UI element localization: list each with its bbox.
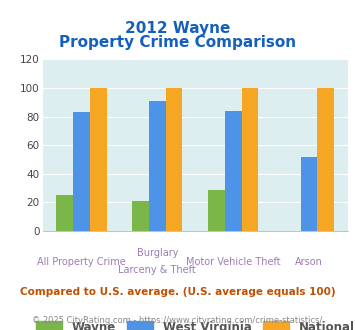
Bar	[149, 101, 166, 231]
Bar	[90, 88, 106, 231]
Text: Property Crime Comparison: Property Crime Comparison	[59, 35, 296, 50]
Text: Compared to U.S. average. (U.S. average equals 100): Compared to U.S. average. (U.S. average …	[20, 287, 335, 297]
Bar	[317, 88, 334, 231]
Bar	[241, 88, 258, 231]
Bar	[132, 201, 149, 231]
Bar	[208, 189, 225, 231]
Bar	[225, 111, 241, 231]
Text: 2012 Wayne: 2012 Wayne	[125, 21, 230, 36]
Text: Larceny & Theft: Larceny & Theft	[119, 265, 196, 275]
Legend: Wayne, West Virginia, National: Wayne, West Virginia, National	[31, 316, 355, 330]
Bar	[301, 157, 317, 231]
Bar	[56, 195, 73, 231]
Text: © 2025 CityRating.com - https://www.cityrating.com/crime-statistics/: © 2025 CityRating.com - https://www.city…	[32, 315, 323, 325]
Bar	[73, 112, 90, 231]
Text: Burglary: Burglary	[137, 248, 178, 258]
Text: All Property Crime: All Property Crime	[37, 257, 126, 267]
Text: Motor Vehicle Theft: Motor Vehicle Theft	[186, 257, 280, 267]
Text: Arson: Arson	[295, 257, 323, 267]
Bar	[166, 88, 182, 231]
